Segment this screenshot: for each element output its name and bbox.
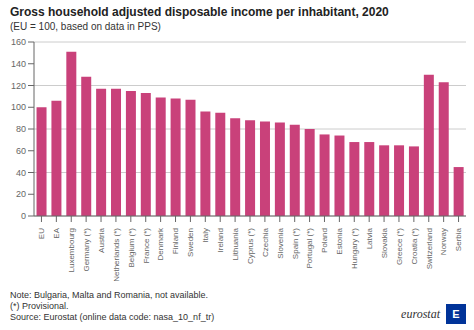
svg-text:Italy: Italy (201, 228, 210, 243)
svg-text:Cyprus (*): Cyprus (*) (246, 228, 255, 264)
svg-text:Norway: Norway (439, 228, 448, 255)
svg-text:Slovenia: Slovenia (276, 227, 285, 258)
svg-text:160: 160 (11, 37, 26, 47)
svg-text:100: 100 (11, 102, 26, 112)
html-text:Note: Bulgaria, Malta and Roma: Note: Bulgaria, Malta and Romania, not a… (10, 290, 209, 300)
svg-text:Portugal (*): Portugal (*) (305, 228, 314, 269)
svg-text:France (*): France (*) (142, 228, 151, 264)
html-text:E: E (452, 308, 460, 320)
svg-text:Ireland: Ireland (216, 228, 225, 252)
svg-text:0: 0 (21, 211, 26, 221)
svg-text:Latvia: Latvia (365, 227, 374, 249)
svg-text:Czechia: Czechia (261, 227, 270, 256)
svg-text:EA: EA (52, 227, 61, 238)
svg-text:Hungary (*): Hungary (*) (350, 228, 359, 269)
svg-text:Luxembourg: Luxembourg (67, 228, 76, 272)
svg-text:Spain (*): Spain (*) (290, 228, 299, 259)
html-text:eurostat: eurostat (401, 306, 440, 321)
svg-text:Poland: Poland (320, 228, 329, 253)
svg-text:120: 120 (11, 81, 26, 91)
svg-text:Greece (*): Greece (*) (395, 228, 404, 265)
html-text:Gross household adjusted dispo: Gross household adjusted disposable inco… (10, 5, 389, 19)
svg-text:20: 20 (16, 189, 26, 199)
svg-text:60: 60 (16, 146, 26, 156)
svg-text:140: 140 (11, 59, 26, 69)
svg-text:Slovakia: Slovakia (380, 227, 389, 258)
html-text:Source: Eurostat (online data: Source: Eurostat (online data code: nasa… (10, 312, 215, 322)
svg-text:Estonia: Estonia (335, 227, 344, 254)
svg-text:Finland: Finland (171, 228, 180, 254)
html-text:(EU = 100, based on data in PP: (EU = 100, based on data in PPS) (10, 21, 161, 32)
svg-text:80: 80 (16, 124, 26, 134)
svg-text:Serbia: Serbia (454, 227, 463, 251)
svg-text:Belgium (*): Belgium (*) (127, 228, 136, 268)
html-text:(*) Provisional.: (*) Provisional. (10, 301, 69, 311)
svg-text:Switzerland: Switzerland (425, 228, 434, 269)
svg-text:Germany (*): Germany (*) (82, 228, 91, 272)
svg-text:Lithuania: Lithuania (231, 227, 240, 260)
svg-text:40: 40 (16, 168, 26, 178)
svg-text:EU: EU (37, 228, 46, 239)
svg-text:Austria: Austria (97, 227, 106, 252)
svg-text:Netherlands (*): Netherlands (*) (112, 228, 121, 282)
svg-text:Denmark: Denmark (156, 227, 165, 260)
svg-text:Croatia (*): Croatia (*) (410, 228, 419, 265)
svg-text:Sweden: Sweden (186, 228, 195, 257)
